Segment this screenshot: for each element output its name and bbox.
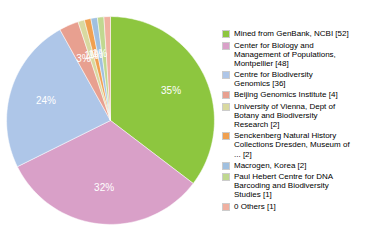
svg-text:1%: 1% [93, 48, 108, 59]
html-text:0 Others [1]: 0 Others [1] [234, 201, 276, 211]
html-text:Senckenberg Natural History Co: Senckenberg Natural History Collections … [234, 131, 350, 159]
html-text:Beijing Genomics Institute [4]: Beijing Genomics Institute [4] [234, 90, 338, 100]
html-text:University of Vienna, Dept of: University of Vienna, Dept of Botany and… [234, 101, 336, 129]
html-text:Paul Hebert Centre for DNA Bar: Paul Hebert Centre for DNA Barcoding and… [234, 171, 334, 200]
html-text:Macrogen, Korea [2]: Macrogen, Korea [2] [234, 160, 307, 170]
html-text:Mined from GenBank, NCBI [52]: Mined from GenBank, NCBI [52] [234, 29, 349, 39]
svg-text:35%: 35% [161, 85, 181, 96]
svg-text:24%: 24% [36, 95, 56, 106]
html-text:Centre for Biodiversity Genomi: Centre for Biodiversity Genomics [36] [234, 70, 313, 89]
html-text:Center for Biology and Managem: Center for Biology and Management of Pop… [234, 40, 336, 68]
svg-text:32%: 32% [94, 182, 114, 193]
